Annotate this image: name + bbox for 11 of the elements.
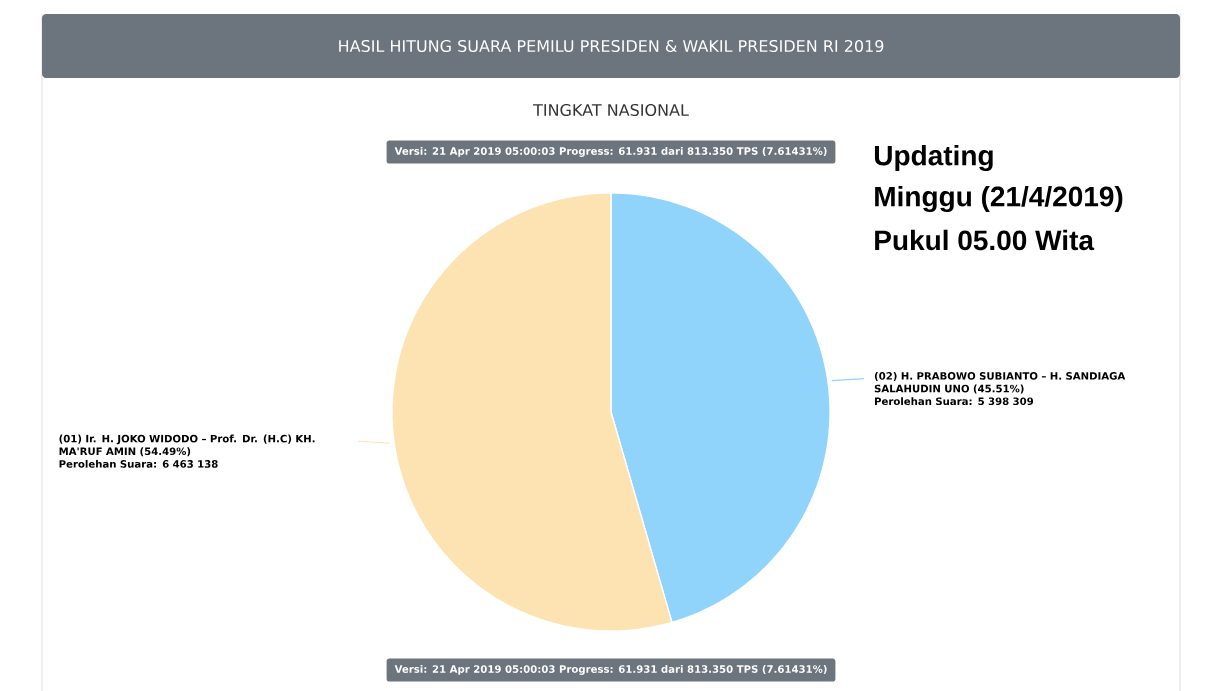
text: Updating xyxy=(874,144,993,172)
data-label: Perolehan Suara: 6 463 138 xyxy=(59,459,218,468)
text: Versi: 21 Apr 2019 05:00:03 Progress: 61.931 dari 813.350 TPS (7.61431%) xyxy=(394,147,827,157)
text: Pukul 05.00 Wita xyxy=(875,229,1095,251)
slice-label: (02) H. PRABOWO SUBIANTO – H. SANDIAGA SALAHUDIN UNO (45.51%) xyxy=(874,371,1126,394)
chart-title: HASIL HITUNG SUARA PEMILU PRESIDEN & WAKIL PRESIDEN RI 2019 xyxy=(339,39,884,53)
chart-subtitle: TINGKAT NASIONAL xyxy=(533,103,689,117)
slice-label: (01) Ir. H. JOKO WIDODO – Prof. Dr. (H.C) KH. MA'RUF AMIN (54.49%) xyxy=(59,434,315,457)
data-label: Perolehan Suara: 5 398 309 xyxy=(875,397,1034,406)
text: Versi: 21 Apr 2019 05:00:03 Progress: 61.931 dari 813.350 TPS (7.61431%) xyxy=(394,665,827,675)
text: Minggu (21/4/2019) xyxy=(875,185,1123,213)
